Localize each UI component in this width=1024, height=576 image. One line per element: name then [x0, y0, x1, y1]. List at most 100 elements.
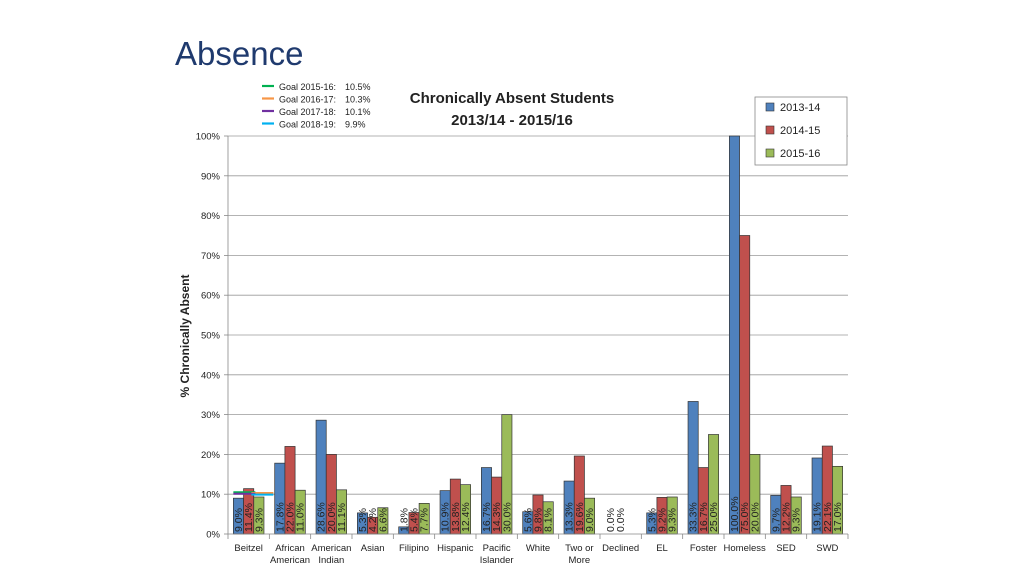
data-label: 13.3% [564, 502, 576, 532]
y-tick-label: 0% [206, 530, 220, 541]
y-tick-label: 40% [201, 370, 221, 381]
x-tick-label: Homeless [724, 543, 766, 554]
x-tick-label: SED [776, 543, 796, 554]
y-tick-label: 100% [196, 132, 221, 143]
bar [729, 135, 740, 535]
legend-label: 2013-14 [780, 102, 820, 114]
data-label: 19.6% [574, 502, 586, 532]
data-label: 1.8% [398, 508, 410, 532]
data-label: 33.3% [688, 502, 700, 532]
data-label: 22.1% [822, 502, 834, 532]
data-label: 19.1% [812, 502, 824, 532]
data-label: 7.7% [419, 508, 431, 532]
data-label: 9.0% [233, 508, 245, 532]
x-tick-label: Declined [602, 543, 639, 554]
data-label: 10.9% [440, 502, 452, 532]
data-label: 28.6% [316, 502, 328, 532]
y-tick-label: 70% [201, 251, 221, 262]
data-label: 9.3% [791, 508, 803, 532]
goal-legend-value: 10.5% [345, 82, 371, 92]
y-tick-label: 30% [201, 410, 221, 421]
data-label: 17.0% [832, 502, 844, 532]
x-tick-label: More [569, 555, 591, 566]
goal-legend-value: 10.1% [345, 107, 371, 117]
legend-label: 2015-16 [780, 148, 820, 160]
data-label: 5.3% [357, 508, 369, 532]
x-tick-label: Pacific [483, 543, 511, 554]
goal-lines [233, 491, 274, 496]
goal-legend: Goal 2015-16: 10.5% Goal 2016-17: 10.3% Goal… [262, 82, 371, 130]
axes: 0% 10% 20% 30% 40% 50% 60% 70% 80% 90% 100% Beitzel… [196, 132, 849, 566]
x-tick-label: American [311, 543, 351, 554]
data-label: 0.0% [605, 508, 617, 532]
goal-legend-value: 10.3% [345, 95, 371, 105]
slide-title: Absence [175, 35, 304, 72]
data-label: 9.7% [770, 508, 782, 532]
x-tick-label: American [270, 555, 310, 566]
data-label: 9.0% [584, 508, 596, 532]
data-label: 17.8% [274, 502, 286, 532]
legend-swatch [765, 125, 775, 135]
x-tick-label: Beitzel [234, 543, 263, 554]
data-label: 12.2% [781, 502, 793, 532]
goal-legend-label: Goal 2017-18: [279, 107, 336, 117]
data-label: 20.0% [749, 502, 761, 532]
y-tick-label: 60% [201, 291, 221, 302]
chart-subtitle: 2013/14 - 2015/16 [451, 112, 573, 129]
bar-labels: 9.0%11.4%9.3% 17.8%22.0%11.0% 28.6%20.0%11… [233, 496, 844, 532]
legend-swatch [765, 148, 775, 158]
x-tick-label: Hispanic [437, 543, 474, 554]
legend-swatch [765, 102, 775, 112]
data-label: 5.4% [409, 508, 421, 532]
data-label: 9.2% [657, 508, 669, 532]
data-label: 6.6% [377, 508, 389, 532]
data-label: 22.0% [285, 502, 297, 532]
x-tick-label: Asian [361, 543, 385, 554]
data-label: 11.4% [243, 503, 255, 532]
x-tick-label: Islander [480, 555, 514, 566]
data-label: 8.1% [543, 508, 555, 532]
y-axis-label: % Chronically Absent [178, 275, 192, 398]
data-label: 14.3% [491, 502, 503, 532]
data-label: 9.3% [253, 508, 265, 532]
bar [739, 235, 751, 535]
goal-legend-label: Goal 2016-17: [279, 95, 336, 105]
data-label: 13.8% [450, 502, 462, 532]
goal-legend-label: Goal 2015-16: [279, 82, 336, 92]
y-tick-label: 80% [201, 211, 221, 222]
legend-label: 2014-15 [780, 125, 820, 137]
data-label: 75.0% [739, 502, 751, 532]
goal-legend-value: 9.9% [345, 120, 366, 130]
data-label: 12.4% [460, 502, 472, 532]
x-tick-label: Filipino [399, 543, 429, 554]
data-label: 16.7% [481, 502, 493, 532]
data-label: 16.7% [698, 502, 710, 532]
x-tick-label: Foster [690, 543, 717, 554]
data-label: 25.0% [708, 502, 720, 532]
goal-legend-label: Goal 2018-19: [279, 120, 336, 130]
y-tick-label: 90% [201, 171, 221, 182]
data-label: 4.2% [367, 508, 379, 532]
chart-title: Chronically Absent Students [410, 90, 614, 107]
x-tick-label: Indian [318, 555, 344, 566]
data-label: 11.0% [295, 503, 307, 532]
data-label: 9.3% [667, 508, 679, 532]
x-tick-label: Two or [565, 543, 594, 554]
series-legend: 2013-14 2014-15 2015-16 [754, 96, 848, 166]
x-tick-label: EL [656, 543, 668, 554]
data-label: 0.0% [615, 508, 627, 532]
y-tick-label: 50% [201, 331, 221, 342]
data-label: 11.1% [336, 503, 348, 532]
x-tick-label: SWD [816, 543, 838, 554]
data-label: 30.0% [501, 502, 513, 532]
data-label: 5.6% [522, 508, 534, 532]
x-tick-label: African [275, 543, 305, 554]
data-label: 100.0% [729, 496, 741, 532]
data-label: 20.0% [326, 502, 338, 532]
data-label: 9.8% [533, 508, 545, 532]
y-tick-label: 20% [201, 450, 221, 461]
x-tick-label: White [526, 543, 550, 554]
data-label: 5.3% [646, 508, 658, 532]
y-tick-label: 10% [201, 490, 221, 501]
